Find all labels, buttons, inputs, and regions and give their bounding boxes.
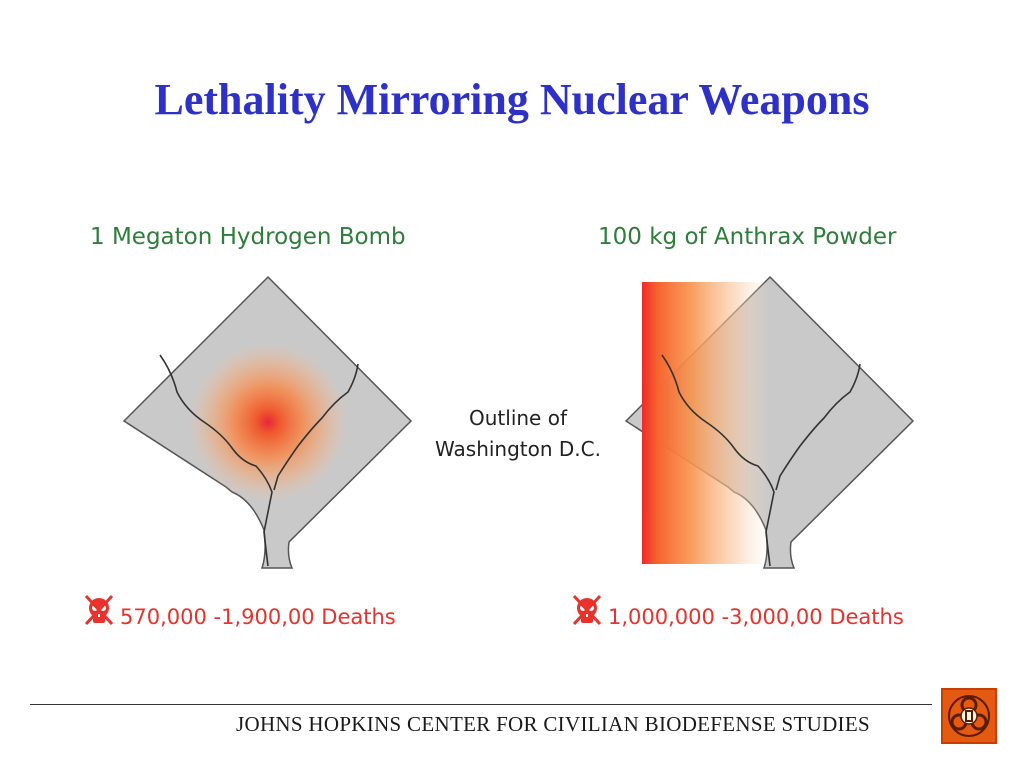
biohazard-logo-icon [941,688,997,744]
center-label-line2: Washington D.C. [435,437,601,461]
right-anacostia-river [775,363,861,491]
skull-icon [84,594,114,626]
right-potomac-river [661,354,775,567]
right-deaths: 1,000,000 -3,000,00 Deaths [572,594,904,629]
right-deaths-text: 1,000,000 -3,000,00 Deaths [608,605,904,629]
blast-radius [188,342,348,502]
center-label-line1: Outline of [469,406,568,430]
right-dc-map [624,275,915,569]
footer-divider [30,704,932,705]
slide-title: Lethality Mirroring Nuclear Weapons [154,75,870,124]
left-deaths: 570,000 -1,900,00 Deaths [84,594,396,629]
left-anacostia-river [273,363,359,491]
left-heading: 1 Megaton Hydrogen Bomb [90,224,406,250]
left-dc-map [122,275,413,569]
skull-icon [572,594,602,626]
footer-text: JOHNS HOPKINS CENTER FOR CIVILIAN BIODEF… [236,712,870,736]
anthrax-plume [642,282,770,564]
left-deaths-text: 570,000 -1,900,00 Deaths [120,605,396,629]
right-heading: 100 kg of Anthrax Powder [598,224,897,250]
left-potomac-river [159,354,273,567]
